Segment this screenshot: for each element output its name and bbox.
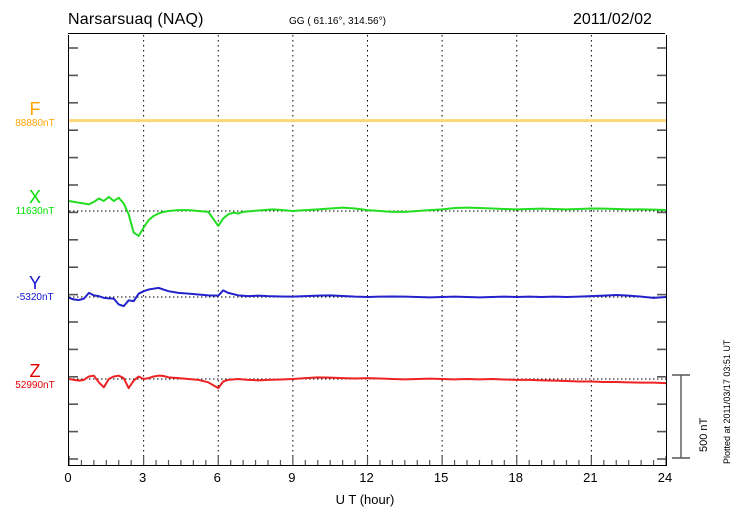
- series-label-F: F 88880nT: [4, 100, 66, 129]
- series-baseline-Z: 52990nT: [15, 379, 55, 391]
- series-symbol-Y: Y: [28, 273, 41, 293]
- geographic-coordinates: GG ( 61.16°, 314.56°): [289, 16, 386, 27]
- station-title: Narsarsuaq (NAQ): [68, 11, 204, 28]
- series-label-Z: Z 52990nT: [4, 362, 66, 391]
- series-label-Y: Y -5320nT: [4, 274, 66, 303]
- magnetogram-chart: [69, 35, 666, 465]
- series-symbol-F: F: [29, 99, 41, 119]
- trace-Z: [69, 374, 666, 390]
- series-baseline-F: 88880nT: [15, 117, 55, 129]
- scale-bar-label: 500 nT: [698, 417, 710, 452]
- trace-Y: [69, 286, 666, 308]
- x-tick-label: 21: [583, 470, 598, 485]
- series-symbol-Z: Z: [29, 361, 41, 381]
- series-symbol-X: X: [28, 187, 41, 207]
- x-tick-label: 15: [433, 470, 449, 485]
- series-baseline-Y: -5320nT: [16, 291, 54, 303]
- plotted-timestamp: Plotted at 2011/03/17 03:51 UT: [722, 339, 730, 464]
- observation-date: 2011/02/02: [573, 11, 652, 28]
- x-tick-label: 12: [359, 470, 374, 485]
- x-tick-label: 3: [139, 470, 147, 485]
- series-baseline-X: 11630nT: [15, 205, 55, 217]
- x-tick-label: 0: [64, 470, 72, 485]
- trace-X: [69, 195, 666, 237]
- x-tick-label: 9: [288, 470, 296, 485]
- x-axis-title: U T (hour): [335, 492, 395, 507]
- x-tick-label: 24: [657, 470, 673, 485]
- x-tick-label: 18: [508, 470, 523, 485]
- header-divider: [68, 33, 665, 34]
- x-tick-label: 6: [213, 470, 221, 485]
- scale-bar: [672, 374, 690, 459]
- series-label-X: X 11630nT: [4, 188, 66, 217]
- plot-area: [68, 35, 667, 466]
